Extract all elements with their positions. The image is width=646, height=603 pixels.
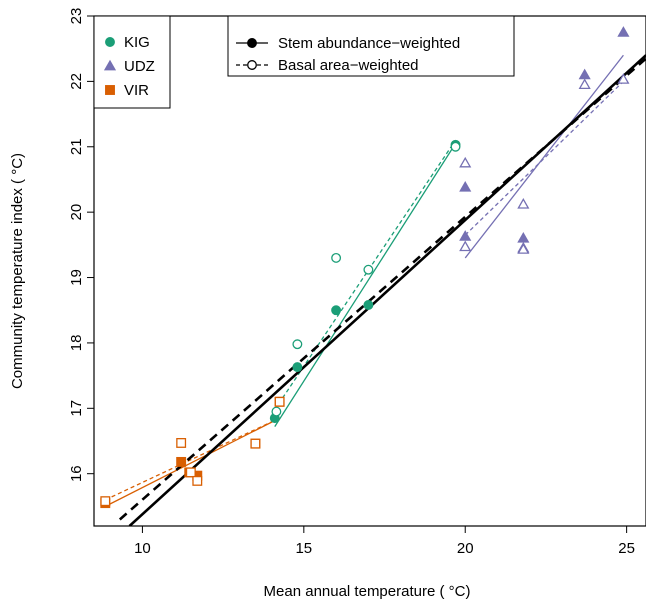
point-kig-stem [331, 305, 342, 316]
legend-marker-vir [105, 85, 115, 95]
data-points [100, 26, 630, 509]
y-tick-label: 21 [68, 138, 85, 155]
method-legend: Stem abundance−weighted Basal area−weight… [227, 15, 515, 77]
legend-label-udz: UDZ [124, 58, 155, 75]
y-tick-label: 23 [68, 8, 85, 25]
legend-marker-filled [247, 38, 257, 48]
y-axis: 16 17 18 19 20 21 22 23 [68, 8, 94, 482]
point-udz-basal [578, 78, 591, 90]
point-kig-stem [292, 362, 303, 373]
fit-lines [105, 54, 646, 526]
point-udz-basal [517, 198, 530, 209]
point-kig-stem [363, 300, 374, 310]
legend-label-vir: VIR [124, 82, 149, 99]
fit-line-vir-stem [105, 417, 280, 507]
point-vir-basal [192, 475, 203, 486]
point-vir-basal [185, 467, 196, 478]
point-vir-basal [176, 438, 187, 448]
point-vir-basal [250, 438, 261, 449]
legend-marker-open [247, 60, 257, 70]
y-tick-label: 18 [68, 335, 85, 352]
point-udz-stem [617, 26, 630, 37]
point-udz-stem [459, 230, 472, 241]
x-axis: 10 15 20 25 [134, 526, 635, 557]
y-tick-label: 19 [68, 269, 85, 286]
method-legend-items: Stem abundance−weighted Basal area−weight… [236, 35, 460, 74]
site-legend-items: KIG UDZ VIR [103, 34, 155, 99]
point-kig-basal [363, 264, 374, 275]
y-axis-title: Community temperature index ( °C) [9, 153, 26, 389]
x-tick-label: 20 [457, 540, 474, 557]
fit-line-udz-basal [464, 80, 624, 236]
y-tick-label: 16 [68, 465, 85, 482]
fit-line-overall-basal [118, 57, 646, 521]
point-vir-stem [176, 456, 187, 467]
fit-line-udz-stem [464, 54, 624, 259]
x-tick-label: 25 [618, 540, 635, 557]
point-vir-basal [100, 496, 111, 507]
legend-label-kig: KIG [124, 34, 150, 51]
point-udz-basal [459, 240, 472, 252]
x-tick-label: 10 [134, 540, 151, 557]
point-kig-basal [292, 339, 303, 350]
point-kig-basal [271, 406, 282, 417]
site-legend: KIG UDZ VIR [93, 15, 171, 109]
point-udz-basal [459, 156, 472, 168]
y-tick-label: 22 [68, 73, 85, 90]
fit-line-kig-stem [274, 143, 457, 427]
y-tick-label: 20 [68, 204, 85, 221]
point-udz-basal [517, 243, 530, 254]
point-vir-basal [274, 396, 285, 407]
x-tick-label: 15 [295, 540, 312, 557]
point-kig-basal [331, 252, 342, 263]
method-legend-box [227, 15, 515, 77]
legend-marker-kig [105, 37, 115, 47]
legend-label-method: Stem abundance−weighted [278, 35, 460, 52]
point-kig-basal [450, 141, 461, 152]
fit-line-kig-basal [274, 139, 457, 410]
legend-label-method: Basal area−weighted [278, 57, 419, 74]
point-udz-stem [459, 181, 472, 192]
y-tick-label: 17 [68, 400, 85, 417]
point-udz-basal [617, 73, 630, 84]
x-axis-title: Mean annual temperature ( °C) [264, 583, 471, 600]
legend-marker-udz [103, 59, 117, 71]
